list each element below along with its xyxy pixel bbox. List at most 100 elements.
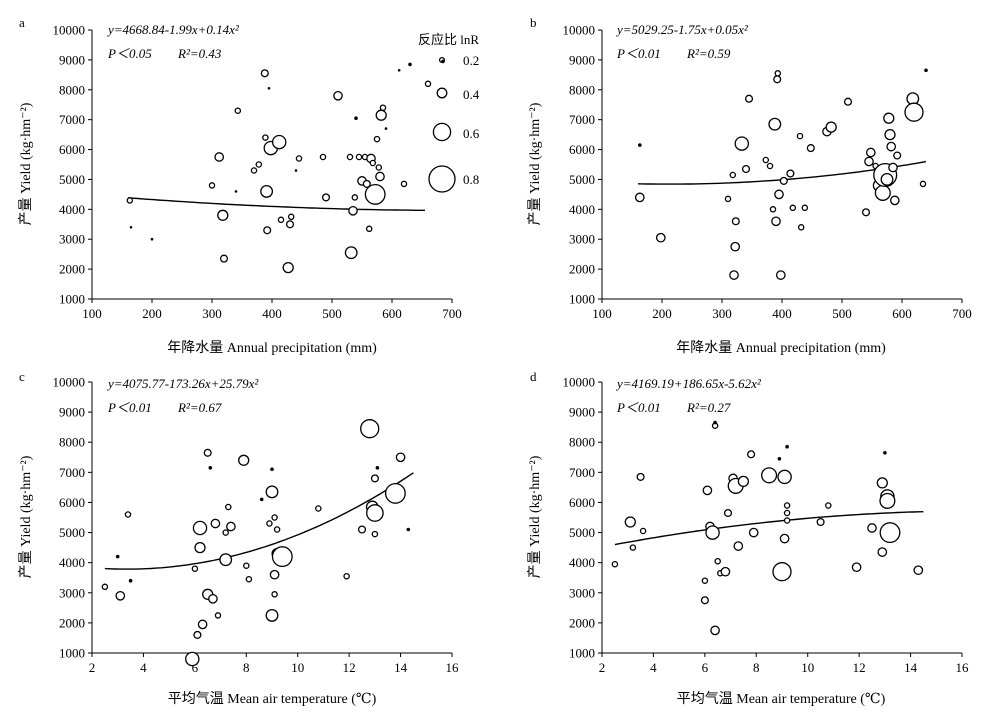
data-point [194,541,206,554]
data-point [779,533,790,544]
data-point [638,143,642,147]
data-point [867,523,877,533]
data-point [287,213,295,221]
data-point [115,554,120,559]
data-point [406,527,411,532]
y-tick-label: 7000 [569,465,595,480]
data-point [333,90,343,101]
data-point [797,224,805,231]
data-point [874,184,891,201]
x-tick-label: 200 [652,306,672,321]
y-tick-label: 3000 [569,585,595,600]
data-point [861,208,871,217]
data-point [282,261,294,274]
data-point [772,562,792,582]
p-value: P＜0.01 [616,46,661,61]
x-tick-label: 12 [343,660,356,675]
data-point [384,127,388,130]
data-point [744,94,754,103]
data-point [234,190,238,193]
x-tick-label: 6 [702,660,709,675]
data-point [395,452,406,463]
y-tick-label: 4000 [569,555,595,570]
data-point [779,176,788,185]
legend-label-0.2: 0.2 [463,53,479,68]
data-point [315,505,322,512]
data-point [762,156,770,164]
data-point [371,530,379,538]
data-point [124,511,132,518]
data-point [771,216,781,227]
data-point [701,577,709,584]
data-point [924,68,928,73]
data-point [373,135,381,143]
y-tick-label: 8000 [569,82,595,97]
data-point [714,557,721,565]
data-point [369,159,377,167]
data-point [355,153,363,161]
x-tick-label: 300 [202,306,222,321]
y-tick-label: 8000 [569,435,595,450]
data-point [255,161,263,168]
data-point [777,469,792,485]
data-point [713,420,717,425]
data-point [785,444,789,449]
data-point [705,525,720,540]
data-point [786,169,795,178]
fit-curve [127,197,425,211]
y-tick-label: 10000 [53,375,86,390]
data-point [365,225,373,233]
data-point [344,246,358,260]
data-point [729,270,739,280]
y-tick-label: 3000 [569,232,595,247]
data-point [219,553,233,567]
data-point [876,477,888,489]
x-tick-label: 100 [82,306,102,321]
size-legend: 反应比 lnR 0.2 0.4 0.6 0.8 [418,32,480,193]
data-point [375,164,383,171]
x-tick-label: 700 [952,306,972,321]
y-tick-label: 2000 [569,615,595,630]
data-point [222,529,229,536]
data-point [266,520,273,527]
panel-letter: c [19,369,25,384]
x-tick-label: 4 [650,660,657,675]
y-tick-label: 1000 [569,292,595,307]
legend-bubble-0.4 [436,87,448,99]
data-point [729,171,737,179]
data-point [360,419,380,439]
x-tick-label: 4 [140,660,147,675]
r-squared: R²=0.27 [686,400,731,415]
data-point [883,112,895,124]
data-point [271,134,287,150]
data-point [741,164,751,174]
y-tick-label: 3000 [59,585,85,600]
data-point [889,195,900,206]
y-tick-label: 4000 [59,555,85,570]
panel-b: b y=5029.25-1.75x+0.05x² P＜0.01 R²=0.59 … [527,15,972,356]
data-point [773,75,782,84]
data-point [366,504,384,522]
data-point [886,141,897,152]
data-point [730,241,741,252]
data-point [260,184,274,198]
y-tick-label: 9000 [569,52,595,67]
data-point [702,485,713,496]
data-point [883,451,887,455]
data-point [197,619,208,630]
legend-label-0.6: 0.6 [463,126,480,141]
data-point [400,180,408,188]
data-point [362,179,371,188]
x-tick-label: 600 [892,306,912,321]
data-point [375,466,380,470]
data-point [370,474,379,483]
data-point [126,197,134,204]
data-point [888,162,898,173]
y-tick-label: 5000 [569,172,595,187]
data-point [243,562,250,569]
panel-letter: b [530,15,537,30]
fit-equation: y=4075.77-173.26x+25.79x² [106,376,259,391]
data-point [150,237,154,241]
y-tick-label: 1000 [59,292,85,307]
